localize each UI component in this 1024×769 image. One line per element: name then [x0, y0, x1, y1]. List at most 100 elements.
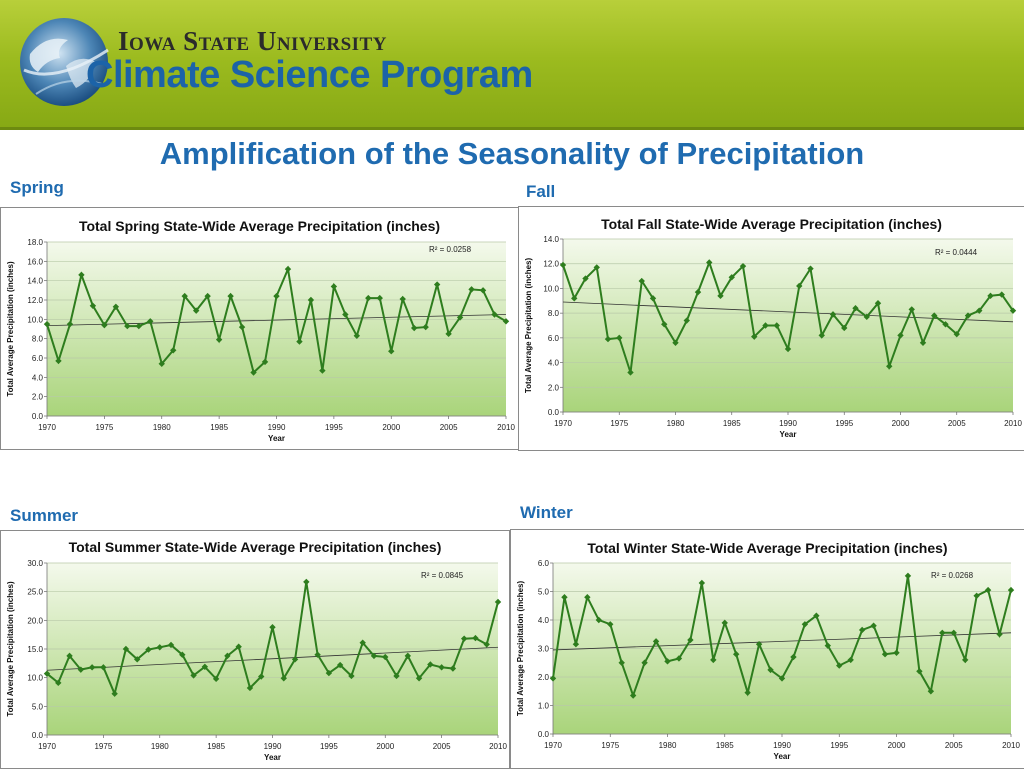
x-axis-label: Year: [774, 752, 791, 761]
data-point: [852, 305, 859, 312]
x-tick-label: 1980: [667, 419, 685, 428]
x-tick-label: 1975: [95, 423, 113, 432]
y-tick-label: 2.0: [548, 383, 560, 392]
data-point: [593, 264, 600, 271]
chart-title: Total Winter State-Wide Average Precipit…: [587, 540, 947, 556]
y-tick-label: 8.0: [548, 309, 560, 318]
y-tick-label: 15.0: [27, 645, 43, 654]
x-tick-label: 2010: [1002, 741, 1020, 750]
data-point: [953, 330, 960, 338]
r-squared-label: R² = 0.0444: [935, 248, 978, 257]
x-axis-label: Year: [264, 753, 281, 762]
y-tick-label: 10.0: [543, 284, 559, 293]
y-tick-label: 0.0: [548, 408, 560, 417]
x-tick-label: 2005: [433, 742, 451, 751]
y-tick-label: 4.0: [32, 373, 44, 382]
data-point: [549, 675, 557, 682]
data-point: [422, 323, 429, 331]
data-point: [370, 652, 378, 660]
data-point: [1009, 307, 1017, 314]
data-point: [706, 259, 713, 266]
y-tick-label: 0.0: [32, 731, 44, 740]
data-point: [135, 322, 142, 330]
data-point: [762, 322, 769, 329]
data-point: [456, 314, 464, 321]
y-tick-label: 0.0: [32, 412, 44, 421]
x-tick-label: 2000: [892, 419, 910, 428]
data-point: [158, 360, 165, 367]
x-tick-label: 1990: [773, 741, 791, 750]
y-axis-label: Total Average Precipitation (inches): [516, 581, 525, 717]
data-point: [224, 652, 231, 660]
data-point: [399, 295, 406, 303]
x-tick-label: 1985: [210, 423, 228, 432]
data-point: [604, 335, 612, 343]
data-point: [942, 321, 949, 328]
data-point: [376, 294, 383, 302]
data-point: [998, 291, 1005, 298]
data-point: [66, 320, 74, 328]
data-point: [284, 265, 292, 273]
x-tick-label: 1970: [38, 742, 56, 751]
data-point: [204, 292, 211, 300]
data-point: [836, 662, 843, 669]
globe-logo-icon: [20, 18, 109, 106]
data-point: [404, 652, 411, 660]
y-tick-label: 25.0: [27, 588, 43, 597]
data-point: [330, 283, 338, 290]
data-point: [818, 332, 825, 339]
x-tick-label: 1995: [320, 742, 338, 751]
data-point: [717, 292, 724, 300]
data-point: [627, 369, 634, 376]
y-tick-label: 12.0: [543, 260, 559, 269]
data-point: [672, 339, 679, 346]
y-tick-label: 12.0: [27, 296, 43, 305]
x-tick-label: 1995: [325, 423, 343, 432]
x-tick-label: 1990: [779, 419, 797, 428]
data-point: [751, 333, 758, 340]
data-point: [919, 339, 927, 346]
x-tick-label: 1985: [207, 742, 225, 751]
x-tick-label: 2010: [489, 742, 507, 751]
data-point: [661, 321, 668, 328]
data-point: [927, 688, 935, 695]
chart-title: Total Spring State-Wide Average Precipit…: [79, 218, 440, 234]
data-point: [841, 324, 848, 332]
data-point: [784, 345, 792, 353]
data-point: [353, 332, 361, 339]
data-point: [273, 292, 280, 300]
data-point: [55, 357, 62, 365]
x-tick-label: 1975: [94, 742, 112, 751]
x-tick-label: 2005: [945, 741, 963, 750]
data-point: [728, 274, 735, 281]
x-tick-label: 1975: [610, 419, 628, 428]
data-point: [652, 638, 660, 645]
data-point: [582, 275, 589, 282]
data-point: [192, 307, 200, 314]
y-tick-label: 2.0: [32, 393, 44, 402]
data-point: [638, 277, 645, 285]
data-point: [778, 675, 786, 682]
season-label-spring: Spring: [10, 178, 64, 197]
data-point: [227, 292, 234, 300]
chart-spring: Total Spring State-Wide Average Precipit…: [0, 207, 519, 450]
y-axis-label: Total Average Precipitation (inches): [6, 581, 15, 717]
y-tick-label: 18.0: [27, 238, 43, 247]
data-point: [43, 320, 51, 328]
x-tick-label: 1980: [659, 741, 677, 750]
data-point: [897, 332, 904, 339]
data-point: [767, 666, 774, 674]
data-point: [773, 322, 780, 329]
slide-title: Amplification of the Seasonality of Prec…: [159, 136, 865, 171]
chart-title: Total Summer State-Wide Average Precipit…: [69, 539, 442, 555]
data-point: [807, 265, 814, 272]
data-point: [931, 312, 938, 319]
x-tick-label: 1975: [601, 741, 619, 750]
x-tick-label: 2000: [382, 423, 400, 432]
y-tick-label: 6.0: [538, 559, 550, 568]
data-point: [235, 643, 242, 650]
data-point: [607, 621, 614, 628]
x-tick-label: 1980: [153, 423, 171, 432]
data-point: [1007, 586, 1015, 594]
data-point: [66, 652, 73, 660]
